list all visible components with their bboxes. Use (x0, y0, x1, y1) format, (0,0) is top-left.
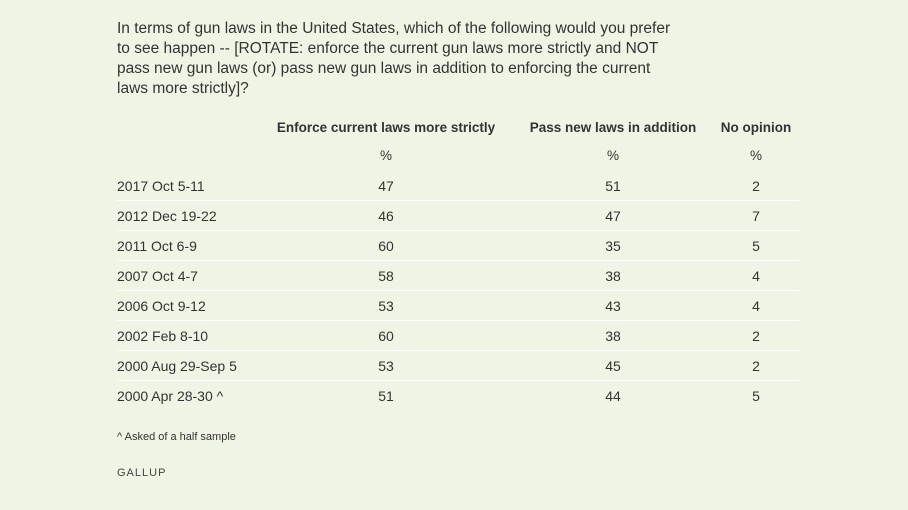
value-new-laws: 44 (605, 388, 621, 404)
value-enforce: 46 (378, 208, 394, 224)
column-header-enforce: Enforce current laws more strictly (276, 120, 496, 135)
unit-label-enforce: % (379, 148, 393, 163)
value-enforce: 51 (378, 388, 394, 404)
value-new-laws: 45 (605, 358, 621, 374)
value-new-laws: 35 (605, 238, 621, 254)
question-text: In terms of gun laws in the United State… (117, 20, 671, 97)
unit-label-new-laws: % (606, 148, 620, 163)
value-no-opinion: 4 (752, 298, 760, 314)
table-row: 2007 Oct 4-7 58 38 4 (0, 261, 908, 291)
table-row: 2017 Oct 5-11 47 51 2 (0, 171, 908, 201)
column-header-no-opinion: No opinion (720, 120, 792, 135)
value-enforce: 53 (378, 298, 394, 314)
table-row: 2000 Aug 29-Sep 5 53 45 2 (0, 351, 908, 381)
row-date-label: 2006 Oct 9-12 (117, 298, 206, 314)
value-no-opinion: 5 (752, 238, 760, 254)
gallup-brand: GALLUP (117, 467, 167, 479)
column-header-new-laws: Pass new laws in addition (529, 120, 697, 135)
unit-label-no-opinion: % (749, 148, 763, 163)
row-date-label: 2000 Apr 28-30 ^ (117, 388, 224, 404)
value-enforce: 60 (378, 238, 394, 254)
value-new-laws: 47 (605, 208, 621, 224)
value-no-opinion: 7 (752, 208, 760, 224)
value-enforce: 58 (378, 268, 394, 284)
value-no-opinion: 2 (752, 328, 760, 344)
value-new-laws: 38 (605, 268, 621, 284)
row-date-label: 2002 Feb 8-10 (117, 328, 209, 344)
data-table-body: 2017 Oct 5-11 47 51 2 2012 Dec 19-22 46 47 7 201… (0, 171, 908, 411)
value-no-opinion: 2 (752, 358, 760, 374)
table-row: 2002 Feb 8-10 60 38 2 (0, 321, 908, 351)
row-date-label: 2012 Dec 19-22 (117, 208, 217, 224)
table-row: 2006 Oct 9-12 53 43 4 (0, 291, 908, 321)
table-row: 2000 Apr 28-30 ^ 51 44 5 (0, 381, 908, 411)
row-date-label: 2007 Oct 4-7 (117, 268, 198, 284)
row-date-label: 2017 Oct 5-11 (117, 178, 205, 194)
value-new-laws: 43 (605, 298, 621, 314)
footnote: ^ Asked of a half sample (117, 431, 236, 443)
table-row: 2012 Dec 19-22 46 47 7 (0, 201, 908, 231)
row-date-label: 2011 Oct 6-9 (117, 238, 197, 254)
value-enforce: 60 (378, 328, 394, 344)
value-no-opinion: 4 (752, 268, 760, 284)
table-row: 2011 Oct 6-9 60 35 5 (0, 231, 908, 261)
value-enforce: 53 (378, 358, 394, 374)
value-no-opinion: 2 (752, 178, 760, 194)
value-new-laws: 51 (605, 178, 621, 194)
value-no-opinion: 5 (752, 388, 760, 404)
row-date-label: 2000 Aug 29-Sep 5 (117, 358, 237, 374)
unit-row: % % % (0, 148, 908, 168)
value-enforce: 47 (378, 178, 394, 194)
value-new-laws: 38 (605, 328, 621, 344)
